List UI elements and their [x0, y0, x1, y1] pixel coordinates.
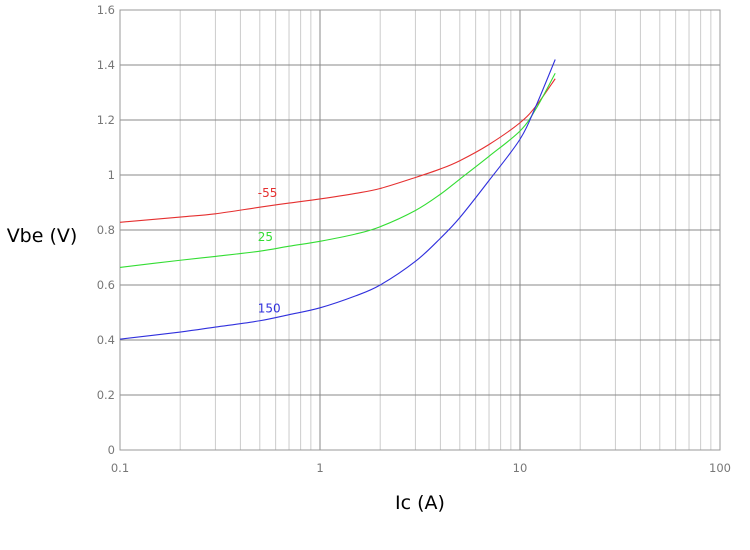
x-axis-label: Ic (A)	[395, 492, 445, 514]
series-line-0	[119, 78, 556, 223]
series-line-1	[119, 72, 556, 268]
major-gridlines	[119, 9, 721, 451]
y-tick-label: 0	[108, 443, 115, 457]
y-tick-label: 0.4	[97, 333, 115, 347]
series-label-0: -55	[258, 186, 278, 200]
y-tick-label: 1.6	[97, 3, 115, 17]
y-tick-label: 1.2	[97, 113, 115, 127]
y-tick-labels: 0 0.2 0.4 0.6 0.8 1 1.2 1.4 1.6	[97, 3, 115, 457]
y-tick-label: 0.8	[97, 223, 115, 237]
x-tick-label: 1	[316, 461, 323, 475]
series-label-1: 25	[258, 230, 273, 244]
plot-area-border	[119, 9, 721, 451]
x-tick-labels: 0.1 1 10 100	[111, 461, 731, 475]
series-labels: -55 25 150	[258, 186, 281, 316]
series-lines	[119, 59, 556, 340]
y-tick-label: 1	[108, 168, 115, 182]
y-tick-label: 0.6	[97, 278, 115, 292]
y-axis-label: Vbe (V)	[7, 225, 78, 247]
series-label-2: 150	[258, 302, 281, 316]
series-line-2	[119, 59, 556, 340]
x-tick-label: 100	[709, 461, 731, 475]
y-tick-label: 0.2	[97, 388, 115, 402]
x-tick-label: 10	[513, 461, 528, 475]
y-tick-label: 1.4	[97, 58, 115, 72]
x-tick-label: 0.1	[111, 461, 129, 475]
